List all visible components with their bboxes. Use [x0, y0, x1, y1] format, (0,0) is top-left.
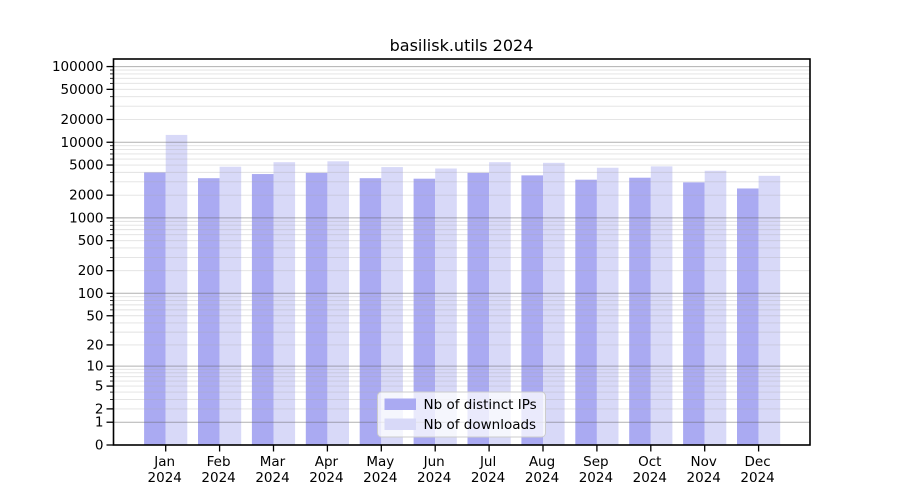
x-tick-label-month-mar: Mar [260, 454, 286, 470]
y-tick-label-200: 200 [78, 263, 104, 279]
x-tick-label-year-nov: 2024 [687, 470, 721, 486]
bar-distinct-ips-jul [467, 172, 490, 446]
bar-downloads-sep [596, 167, 619, 446]
bar-distinct-ips-dec [737, 188, 759, 445]
legend-swatch-downloads [384, 418, 416, 430]
x-tick-label-year-apr: 2024 [309, 470, 343, 486]
y-tick-label-500: 500 [78, 233, 104, 249]
bar-distinct-ips-sep [575, 179, 597, 445]
y-tick-label-20: 20 [86, 337, 103, 353]
x-tick-label-year-sep: 2024 [579, 470, 613, 486]
y-tick-label-10: 10 [86, 359, 103, 375]
x-tick-label-month-jan: Jan [153, 454, 175, 470]
x-tick-label-month-jul: Jul [479, 454, 496, 470]
y-tick-label-2000: 2000 [69, 188, 103, 204]
bar-downloads-mar [273, 162, 296, 445]
y-tick-label-100000: 100000 [52, 59, 104, 75]
y-tick-label-5000: 5000 [69, 158, 103, 174]
chart-title: basilisk.utils 2024 [389, 36, 534, 55]
x-tick-label-year-jan: 2024 [148, 470, 182, 486]
y-tick-label-50000: 50000 [61, 82, 104, 98]
bar-distinct-ips-jan [144, 172, 166, 445]
bar-distinct-ips-feb [198, 178, 220, 445]
bar-distinct-ips-jun [413, 178, 436, 445]
y-tick-label-10000: 10000 [61, 135, 104, 151]
bar-downloads-aug [543, 162, 565, 445]
x-tick-label-month-sep: Sep [583, 454, 608, 470]
bar-distinct-ips-mar [251, 174, 274, 445]
bar-downloads-oct [650, 166, 673, 445]
y-tick-label-0: 0 [95, 438, 104, 454]
x-tick-label-year-jun: 2024 [417, 470, 451, 486]
x-tick-label-year-mar: 2024 [255, 470, 289, 486]
x-tick-label-year-dec: 2024 [740, 470, 774, 486]
bar-downloads-jul [489, 162, 511, 445]
bar-downloads-nov [704, 170, 727, 445]
legend-label-downloads: Nb of downloads [424, 417, 537, 433]
y-tick-label-20000: 20000 [61, 112, 104, 128]
legend-box [377, 391, 546, 438]
x-tick-label-year-aug: 2024 [525, 470, 559, 486]
x-tick-label-month-feb: Feb [207, 454, 231, 470]
legend-swatch-distinct-ips [384, 398, 416, 410]
x-tick-label-month-apr: Apr [315, 454, 339, 470]
x-tick-label-month-dec: Dec [745, 454, 771, 470]
y-tick-label-2: 2 [95, 401, 104, 417]
plot-border [112, 58, 811, 446]
bar-distinct-ips-nov [683, 182, 705, 445]
x-tick-label-year-oct: 2024 [633, 470, 667, 486]
y-tick-label-1: 1 [95, 415, 104, 431]
bar-downloads-apr [327, 161, 349, 445]
x-tick-label-year-feb: 2024 [201, 470, 235, 486]
bar-downloads-jan [165, 134, 188, 445]
y-tick-label-100: 100 [78, 286, 104, 302]
x-tick-label-month-nov: Nov [691, 454, 717, 470]
bar-distinct-ips-apr [305, 172, 328, 446]
bar-distinct-ips-may [359, 178, 382, 445]
bar-downloads-may [381, 167, 403, 445]
y-tick-label-50: 50 [86, 308, 103, 324]
legend-label-distinct-ips: Nb of distinct IPs [424, 397, 537, 413]
bar-downloads-dec [758, 175, 781, 445]
bar-distinct-ips-oct [629, 177, 651, 445]
x-tick-label-month-oct: Oct [638, 454, 661, 470]
bar-downloads-jun [435, 168, 457, 446]
x-tick-label-year-jul: 2024 [471, 470, 505, 486]
y-tick-label-5: 5 [95, 379, 104, 395]
x-tick-label-month-aug: Aug [529, 454, 555, 470]
y-tick-label-1000: 1000 [69, 210, 103, 226]
bar-distinct-ips-aug [521, 175, 543, 445]
x-tick-label-month-may: May [366, 454, 394, 470]
x-tick-label-year-may: 2024 [363, 470, 397, 486]
x-tick-label-month-jun: Jun [423, 454, 445, 470]
bar-downloads-feb [219, 166, 242, 445]
